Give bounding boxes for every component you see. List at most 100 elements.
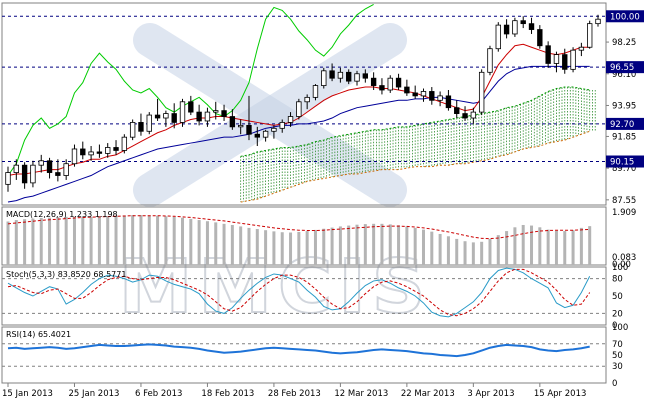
macd-histogram-bar: [421, 229, 425, 265]
price-y-tick-label: 96.10: [612, 70, 636, 80]
macd-histogram-bar: [305, 231, 309, 265]
macd-histogram-bar: [480, 241, 484, 265]
x-tick-label: 18 Feb 2013: [201, 389, 254, 399]
macd-histogram-bar: [214, 222, 218, 265]
macd-histogram-bar: [430, 231, 434, 265]
macd-histogram-bar: [588, 226, 592, 265]
candle-body: [279, 122, 285, 129]
macd-histogram-bar: [521, 224, 525, 265]
candle-body: [462, 113, 468, 119]
stoch-y-tick-label: 50: [612, 292, 623, 302]
candle-body: [163, 113, 169, 119]
candle-body: [254, 133, 260, 138]
candle-body: [105, 147, 111, 154]
level-label: 90.15: [610, 158, 634, 168]
level-label: 100.00: [610, 12, 640, 22]
candle-body: [370, 77, 377, 86]
candle-body: [553, 54, 560, 64]
macd-histogram-bar: [388, 224, 392, 265]
macd-histogram-bar: [89, 216, 93, 265]
candle-body: [487, 48, 493, 73]
candle-body: [495, 24, 501, 50]
macd-histogram-bar: [97, 216, 101, 265]
candle-body: [5, 172, 11, 185]
macd-histogram-bar: [380, 223, 384, 265]
macd-histogram-bar: [247, 227, 251, 265]
macd-histogram-bar: [554, 230, 558, 265]
price-y-tick-label: 89.70: [612, 164, 636, 174]
candle-body: [362, 73, 369, 79]
x-tick-label: 25 Jan 2013: [68, 389, 119, 399]
candle-body: [562, 54, 568, 70]
candle-body: [229, 116, 236, 128]
macd-label: MACD(12,26,9) 1.233 1.198: [6, 210, 118, 219]
candle-body: [154, 114, 161, 119]
senkou-span-a-line: [240, 86, 590, 157]
macd-histogram-bar: [313, 229, 317, 265]
x-tick-label: 15 Jan 2013: [2, 389, 53, 399]
candle-body: [221, 110, 227, 117]
macd-histogram-bar: [23, 219, 27, 265]
macd-histogram-bar: [505, 231, 509, 265]
candle-body: [196, 111, 202, 122]
stoch-y-tick-label: 0: [612, 321, 617, 331]
candle-body: [395, 77, 402, 88]
macd-histogram-bar: [513, 227, 517, 265]
candle-body: [404, 86, 410, 94]
price-y-tick-label: 87.55: [612, 196, 636, 206]
price-panel: 87.55 89.70 91.85 93.95 96.10 98.25 100.00 96.5…: [1, 2, 644, 206]
macd-histogram-bar: [172, 216, 176, 265]
level-label-box: [606, 61, 644, 74]
stoch-label: Stoch(5,3,3) 83.8520 68.5771: [6, 270, 126, 279]
candle-body: [46, 160, 53, 173]
candle-body: [346, 71, 352, 82]
candle-body: [129, 122, 136, 138]
candle-body: [595, 18, 601, 25]
candle-body: [88, 151, 94, 156]
macd-histogram-bar: [164, 216, 168, 265]
x-tick-label: 3 Apr 2013: [467, 389, 514, 399]
macd-histogram-bar: [347, 225, 351, 265]
candle-body: [337, 71, 344, 79]
macd-histogram-bar: [488, 238, 492, 265]
macd-histogram-bar: [147, 215, 151, 265]
macd-histogram-bar: [446, 236, 450, 265]
macd-histogram-bar: [338, 226, 342, 265]
candle-body: [213, 110, 219, 113]
candle-body: [121, 136, 128, 151]
rsi-y-tick-label: 0: [612, 379, 617, 389]
macd-histogram-bar: [538, 227, 542, 265]
macd-histogram-bar: [272, 231, 276, 265]
candle-body: [304, 96, 310, 103]
candle-body: [520, 20, 526, 25]
candle-body: [296, 101, 302, 117]
candle-body: [470, 111, 477, 119]
macd-histogram-bar: [579, 227, 583, 265]
macd-histogram-bar: [189, 218, 193, 265]
macd-histogram-bar: [289, 232, 293, 265]
x-tick-label: 6 Feb 2013: [135, 389, 183, 399]
rsi-y-tick-label: 70: [612, 340, 623, 350]
stoch-k-line: [7, 267, 591, 318]
watermark-stroke: [133, 23, 407, 207]
candle-body: [412, 92, 418, 97]
stoch-y-tick-label: 100: [612, 263, 628, 273]
candle-body: [387, 77, 393, 91]
macd-histogram-bar: [355, 224, 359, 265]
macd-histogram-bar: [405, 226, 409, 265]
level-label: 92.70: [610, 120, 634, 130]
macd-histogram-bar: [81, 216, 85, 265]
macd-histogram-bar: [6, 221, 10, 265]
macd-y-tick-label: 1.909: [612, 208, 636, 218]
candle-body: [96, 151, 103, 154]
candle-body: [179, 101, 186, 123]
x-tick-label: 15 Apr 2013: [534, 389, 587, 399]
rsi-frame: [1, 326, 607, 384]
macd-histogram-bar: [255, 229, 259, 265]
macd-bottom-label: 0.00: [612, 260, 631, 270]
macd-histogram-bar: [463, 241, 467, 265]
kijun-sen-line: [7, 65, 590, 203]
rsi-line: [7, 343, 590, 358]
candle-body: [30, 164, 36, 184]
macd-histogram-bar: [39, 218, 43, 265]
